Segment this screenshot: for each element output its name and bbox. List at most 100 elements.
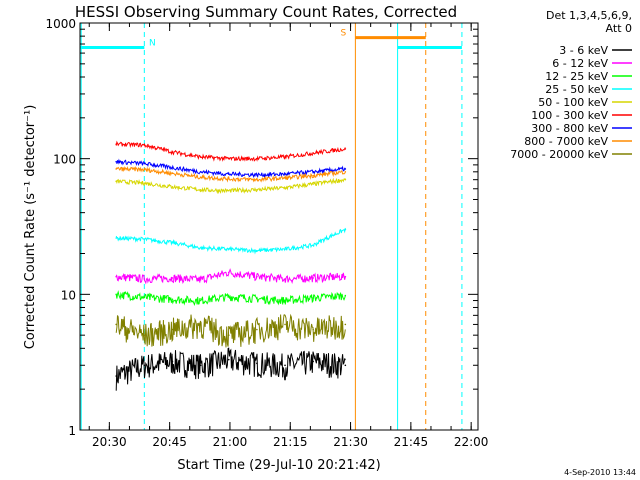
series-point xyxy=(171,298,174,301)
series-line xyxy=(115,165,346,183)
series-point xyxy=(199,176,202,179)
series-point xyxy=(143,334,146,336)
series-point xyxy=(284,278,286,280)
series-point xyxy=(199,278,202,281)
series-point xyxy=(256,275,258,278)
series-line xyxy=(115,268,346,285)
legend-label: 3 - 6 keV xyxy=(559,44,608,57)
series-point xyxy=(227,189,230,192)
legend-label: 7000 - 20000 keV xyxy=(510,148,608,161)
series-point xyxy=(256,157,258,160)
x-tick-label: 21:45 xyxy=(394,435,429,449)
series-point xyxy=(344,294,347,297)
x-tick-label: 22:00 xyxy=(454,435,489,449)
series-point xyxy=(312,171,314,173)
y-tick-label: 1000 xyxy=(45,17,76,31)
series-point xyxy=(199,299,202,302)
series-line xyxy=(115,158,346,179)
footer-date: 4-Sep-2010 13:44 xyxy=(564,468,636,477)
series-point xyxy=(143,238,146,240)
series-point xyxy=(344,275,347,278)
series-point xyxy=(171,186,174,188)
series-point xyxy=(171,172,174,175)
y-tick-label: 1 xyxy=(68,424,76,438)
series-point xyxy=(312,183,314,185)
series-point xyxy=(256,178,258,181)
legend-label: 50 - 100 keV xyxy=(538,96,608,109)
series-point xyxy=(115,323,117,326)
series-point xyxy=(284,173,286,175)
series-point xyxy=(256,249,258,252)
series-point xyxy=(143,296,146,299)
series-point xyxy=(344,228,347,231)
series-point xyxy=(143,168,146,171)
series-point xyxy=(115,160,117,163)
y-tick-label: 100 xyxy=(53,153,76,167)
series-point xyxy=(284,364,286,367)
legend-label: 100 - 300 keV xyxy=(531,109,608,122)
series-point xyxy=(256,188,258,191)
series-point xyxy=(143,278,146,280)
chart-title: HESSI Observing Summary Count Rates, Cor… xyxy=(75,3,457,21)
series-point xyxy=(171,277,174,279)
series-point xyxy=(284,323,286,326)
legend-label: 800 - 7000 keV xyxy=(524,135,608,148)
series-point xyxy=(344,364,347,367)
series-point xyxy=(312,152,314,154)
series-point xyxy=(171,241,174,244)
legend-label: 25 - 50 keV xyxy=(545,83,608,96)
series-point xyxy=(312,360,314,363)
y-tick-label: 10 xyxy=(61,288,76,302)
segment-label: S xyxy=(341,29,347,39)
series-point xyxy=(115,143,117,145)
series-point xyxy=(199,364,202,367)
series-point xyxy=(256,174,258,176)
series-point xyxy=(227,178,230,180)
series-point xyxy=(115,375,117,377)
series-point xyxy=(256,297,258,300)
y-axis-label: Corrected Count Rate (s⁻¹ detector⁻¹) xyxy=(23,105,38,350)
series-point xyxy=(171,151,174,153)
series-point xyxy=(143,162,146,165)
series-point xyxy=(143,144,146,146)
x-tick-label: 20:45 xyxy=(152,435,187,449)
series-point xyxy=(115,237,117,239)
x-tick-label: 21:30 xyxy=(333,435,368,449)
series-point xyxy=(227,248,230,251)
series-point xyxy=(312,297,314,299)
series-line xyxy=(115,227,346,255)
series-point xyxy=(143,182,146,184)
x-axis-label: Start Time (29-Jul-10 20:21:42) xyxy=(177,458,380,473)
series-point xyxy=(227,271,230,274)
series-point xyxy=(284,186,286,189)
series-point xyxy=(344,323,347,326)
series-point xyxy=(199,188,202,191)
series-point xyxy=(199,323,202,326)
series-point xyxy=(115,168,117,170)
series-point xyxy=(115,180,117,183)
series-point xyxy=(284,248,286,251)
series-point xyxy=(284,299,286,302)
plot-frame xyxy=(79,22,479,431)
x-tick-label: 21:00 xyxy=(213,435,248,449)
series-point xyxy=(284,156,286,158)
series-point xyxy=(284,177,286,179)
series-line xyxy=(115,290,346,306)
segment-label: N xyxy=(149,38,156,48)
series-point xyxy=(115,275,117,278)
series-point xyxy=(312,328,314,331)
series-point xyxy=(171,166,174,169)
series-point xyxy=(256,328,258,331)
series-point xyxy=(199,156,202,158)
x-tick-label: 20:30 xyxy=(92,435,127,449)
series-line xyxy=(115,140,346,162)
series-point xyxy=(171,328,174,331)
series-point xyxy=(344,168,347,170)
series-point xyxy=(227,358,230,361)
series-line xyxy=(115,347,346,391)
series-point xyxy=(312,174,314,177)
series-line xyxy=(115,313,346,348)
series-point xyxy=(312,244,314,247)
